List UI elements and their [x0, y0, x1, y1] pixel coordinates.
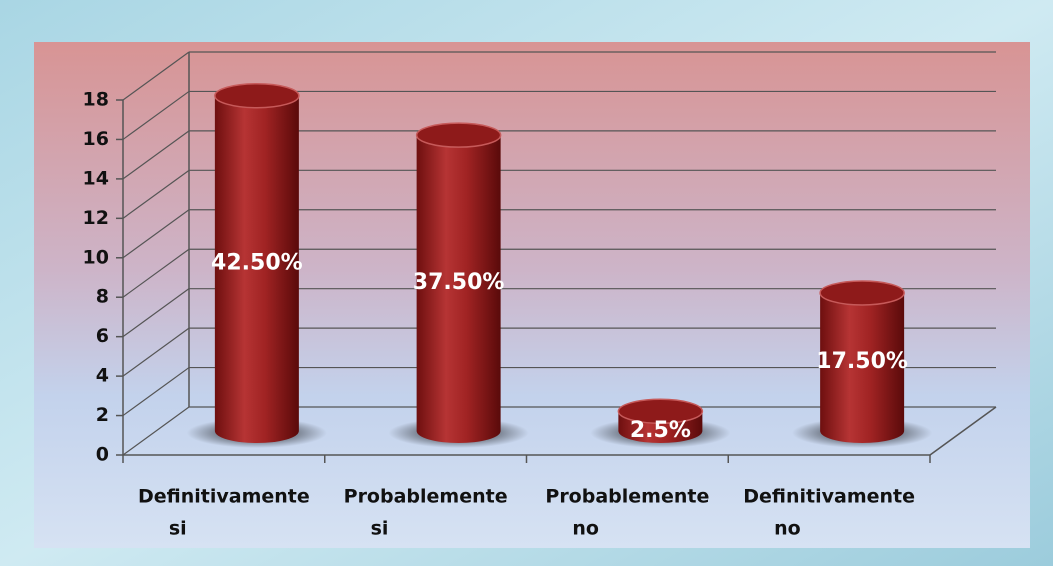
y-tick-label: 6	[96, 325, 109, 347]
grid-line	[122, 51, 190, 101]
y-tick-label: 14	[83, 167, 109, 189]
x-tick-label: Definitivamente	[138, 486, 310, 508]
y-tick-label: 2	[96, 404, 109, 426]
y-tick-label: 18	[83, 89, 109, 111]
grid-line	[122, 209, 190, 259]
y-tick-label: 16	[83, 128, 109, 150]
grid-line	[122, 169, 190, 219]
grid-line	[122, 327, 190, 377]
x-tick-label: si	[371, 518, 389, 540]
bar-top	[819, 280, 905, 306]
x-tick-label: no	[572, 518, 599, 540]
y-tick-label: 4	[96, 365, 109, 387]
bar	[416, 135, 501, 443]
bar-top	[214, 82, 300, 109]
data-label: 42.50%	[211, 250, 303, 275]
grid-line	[122, 288, 190, 338]
bar-top	[415, 122, 502, 148]
grid-line	[122, 130, 190, 180]
y-tick-label: 12	[83, 207, 109, 229]
grid-line	[122, 367, 190, 417]
bar	[820, 292, 905, 443]
y-tick-label: 8	[96, 286, 109, 308]
x-tick-label: no	[774, 518, 801, 540]
grid-line	[122, 90, 190, 140]
x-tick-label: Probablemente	[344, 486, 508, 508]
y-tick-label: 0	[96, 444, 109, 466]
bar-top	[617, 398, 704, 425]
x-tick-label: Probablemente	[545, 486, 709, 508]
grid-line	[122, 406, 190, 456]
data-label: 37.50%	[413, 270, 505, 295]
data-label: 17.50%	[816, 349, 908, 374]
floor-edge	[929, 406, 997, 456]
grid-line	[122, 248, 190, 298]
x-tick-label: Definitivamente	[743, 486, 915, 508]
data-label: 2.5%	[630, 418, 691, 443]
bar	[214, 95, 299, 443]
x-tick-label: si	[169, 518, 187, 540]
y-tick-label: 10	[83, 246, 109, 268]
